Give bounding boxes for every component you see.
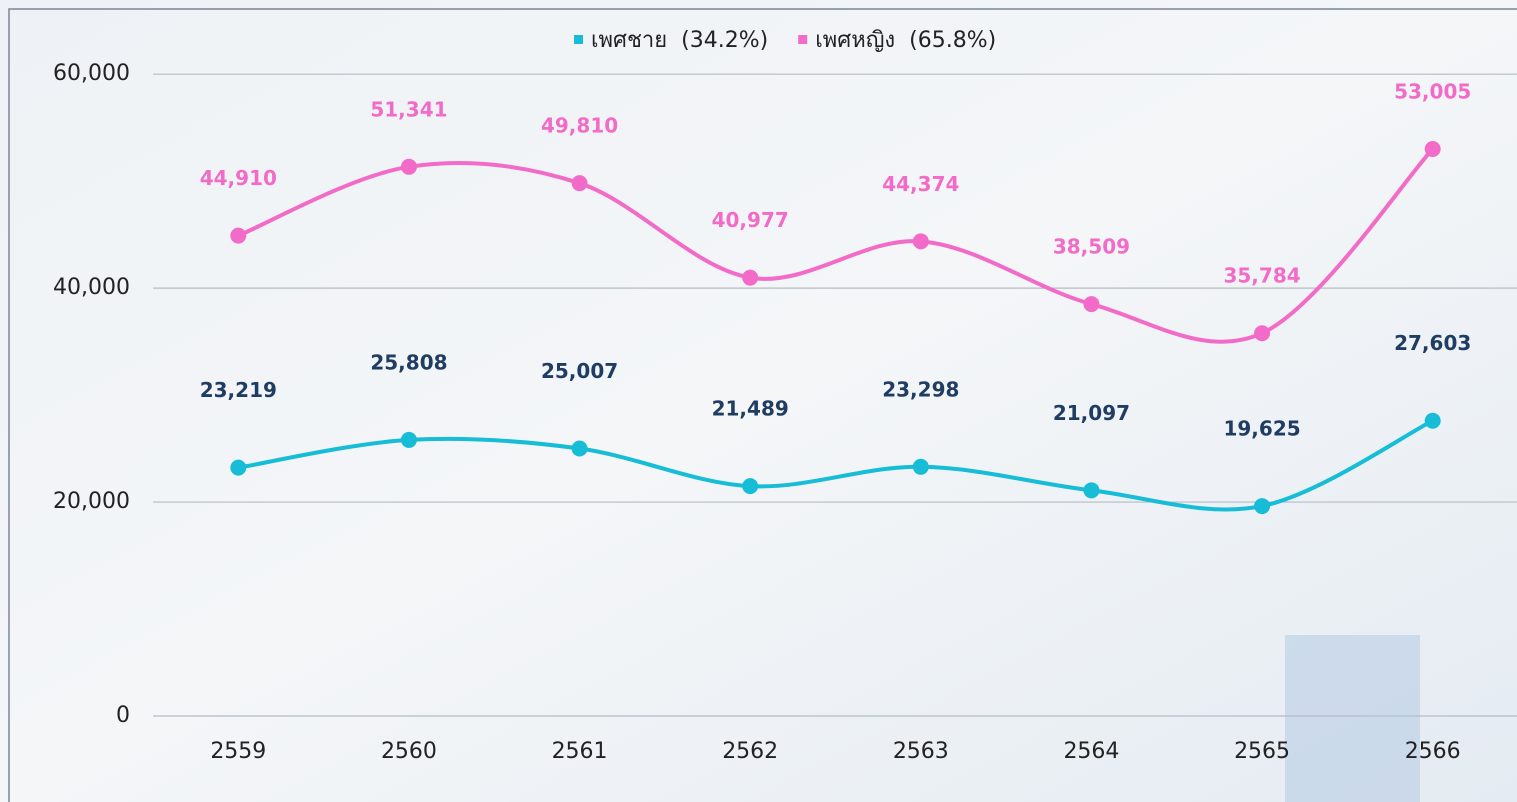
data-point bbox=[572, 441, 588, 457]
data-label: 25,007 bbox=[541, 359, 618, 383]
x-tick-label: 2559 bbox=[210, 739, 266, 764]
data-point bbox=[1425, 413, 1441, 429]
legend-swatch bbox=[798, 35, 807, 44]
y-tick-label: 0 bbox=[116, 703, 130, 728]
data-point bbox=[1254, 498, 1270, 514]
legend-label: เพศชาย (34.2%) bbox=[591, 28, 768, 53]
data-point bbox=[401, 159, 417, 175]
data-label: 38,509 bbox=[1053, 235, 1130, 259]
data-point bbox=[401, 432, 417, 448]
data-label: 49,810 bbox=[541, 114, 618, 138]
data-label: 44,910 bbox=[200, 166, 277, 190]
chart: เพศชาย (34.2%) เพศหญิง (65.8%) 0 20,000 40,… bbox=[0, 0, 1517, 802]
data-point bbox=[742, 270, 758, 286]
page: เพศชาย (34.2%) เพศหญิง (65.8%) 0 20,000 40,… bbox=[0, 0, 1517, 802]
data-label: 53,005 bbox=[1394, 80, 1471, 104]
data-point bbox=[572, 175, 588, 191]
data-label: 21,489 bbox=[712, 397, 789, 421]
background-shape bbox=[1285, 635, 1420, 802]
data-label: 19,625 bbox=[1223, 417, 1300, 441]
data-label: 44,374 bbox=[882, 172, 959, 196]
data-label: 35,784 bbox=[1223, 264, 1300, 288]
x-tick-label: 2561 bbox=[552, 739, 608, 764]
y-tick-label: 40,000 bbox=[53, 275, 130, 300]
y-tick-label: 20,000 bbox=[53, 489, 130, 514]
legend-swatch bbox=[574, 35, 583, 44]
data-point bbox=[230, 460, 246, 476]
data-label: 40,977 bbox=[712, 208, 789, 232]
x-tick-label: 2566 bbox=[1405, 739, 1461, 764]
x-tick-label: 2564 bbox=[1063, 739, 1119, 764]
data-label: 51,341 bbox=[370, 97, 447, 121]
data-point bbox=[913, 233, 929, 249]
x-tick-label: 2560 bbox=[381, 739, 437, 764]
y-tick-label: 60,000 bbox=[53, 61, 130, 86]
data-label: 25,808 bbox=[370, 350, 447, 374]
data-label: 23,219 bbox=[200, 378, 277, 402]
x-tick-label: 2562 bbox=[722, 739, 778, 764]
data-point bbox=[742, 478, 758, 494]
x-tick-label: 2563 bbox=[893, 739, 949, 764]
data-label: 23,298 bbox=[882, 377, 959, 401]
data-label: 27,603 bbox=[1394, 331, 1471, 355]
data-point bbox=[1254, 325, 1270, 341]
data-point bbox=[913, 459, 929, 475]
data-label: 21,097 bbox=[1053, 401, 1130, 425]
data-point bbox=[1083, 482, 1099, 498]
legend-label: เพศหญิง (65.8%) bbox=[815, 28, 996, 53]
data-point bbox=[1425, 141, 1441, 157]
x-tick-label: 2565 bbox=[1234, 739, 1290, 764]
data-point bbox=[230, 228, 246, 244]
data-point bbox=[1083, 296, 1099, 312]
